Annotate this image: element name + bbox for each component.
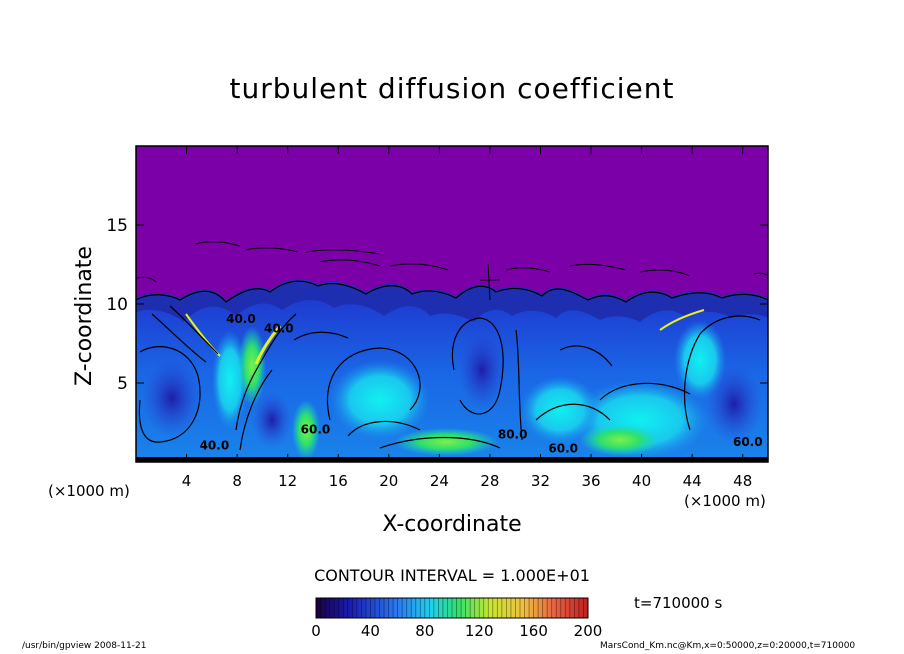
x-tick-label: 40 <box>632 472 651 490</box>
x-tick-label: 48 <box>733 472 752 490</box>
yellow-streak-3 <box>659 309 705 331</box>
x-tick-label: 4 <box>182 472 192 490</box>
colorbar <box>315 597 589 619</box>
time-label: t=710000 s <box>634 594 723 612</box>
chart-title: turbulent diffusion coefficient <box>229 72 675 105</box>
contour-label: 80.0 <box>498 427 528 441</box>
yellow-streak-2 <box>185 313 221 357</box>
footer-source: MarsCond_Km.nc@Km,x=0:50000,z=0:20000,t=… <box>600 641 856 651</box>
contour-lines <box>136 280 768 451</box>
contour-label: 40.0 <box>226 312 256 326</box>
green-zone-2 <box>580 424 660 456</box>
light-region-2 <box>570 380 710 460</box>
colorbar-tick-label: 160 <box>519 622 548 640</box>
upper-layer <box>136 146 768 462</box>
x-tick-label: 16 <box>329 472 348 490</box>
green-zone-4 <box>292 400 320 460</box>
green-zone-3 <box>238 326 266 406</box>
x-axis-ticks: 4 8 12 16 20 24 28 32 36 40 44 48 <box>182 146 752 490</box>
colorbar-tick-label: 0 <box>311 622 321 640</box>
x-tick-label: 28 <box>480 472 499 490</box>
x-tick-label: 12 <box>278 472 297 490</box>
y-axis-ticks: 5 10 15 <box>106 216 768 394</box>
light-region-3 <box>520 376 600 444</box>
contour-label: 60.0 <box>548 442 578 456</box>
x-unit-left: (×1000 m) <box>48 482 130 500</box>
surface-layer <box>136 457 768 462</box>
x-tick-label: 32 <box>531 472 550 490</box>
x-axis-label: X-coordinate <box>382 512 522 537</box>
upper-wisps <box>136 241 768 301</box>
light-region-5 <box>212 330 248 430</box>
footer-program: /usr/bin/gpview 2008-11-21 <box>22 641 147 651</box>
y-tick-label: 5 <box>117 374 128 394</box>
boundary-layer-region <box>136 279 768 462</box>
dark-eddy-3 <box>458 330 506 410</box>
heatmap-field <box>136 146 768 462</box>
contour-label: 60.0 <box>301 423 331 437</box>
light-region-4 <box>674 320 726 400</box>
colorbar-contour-stripes <box>320 598 584 618</box>
colorbar-tick-label: 40 <box>361 622 380 640</box>
dark-eddy-1 <box>142 358 202 438</box>
x-tick-label: 44 <box>683 472 702 490</box>
x-tick-label: 8 <box>232 472 242 490</box>
mixed-layer-region <box>136 299 768 462</box>
contour-labels: 40.0 40.0 40.0 60.0 60.0 60.0 80.0 <box>200 312 763 456</box>
dark-eddy-4 <box>706 364 762 444</box>
colorbar-tick-label: 80 <box>415 622 434 640</box>
contour-interval-text: CONTOUR INTERVAL = 1.000E+01 <box>314 566 590 585</box>
colorbar-tick-label: 120 <box>465 622 494 640</box>
y-tick-label: 15 <box>106 216 128 236</box>
dark-eddy-2 <box>252 392 292 448</box>
x-tick-label: 20 <box>379 472 398 490</box>
plot-frame <box>135 145 769 463</box>
colorbar-ticks: 0 40 80 120 160 200 <box>311 622 602 640</box>
green-zone-1 <box>394 428 498 456</box>
colorbar-tick-label: 200 <box>574 622 603 640</box>
contour-label: 40.0 <box>200 438 230 452</box>
y-axis-label: Z-coordinate <box>72 246 97 386</box>
yellow-streak-1 <box>254 325 282 365</box>
light-region-1 <box>330 360 430 440</box>
x-tick-label: 24 <box>430 472 449 490</box>
x-unit-right: (×1000 m) <box>684 492 766 510</box>
x-tick-label: 36 <box>581 472 600 490</box>
contour-label: 40.0 <box>264 321 294 335</box>
y-tick-label: 10 <box>106 295 128 315</box>
contour-label: 60.0 <box>733 435 763 449</box>
